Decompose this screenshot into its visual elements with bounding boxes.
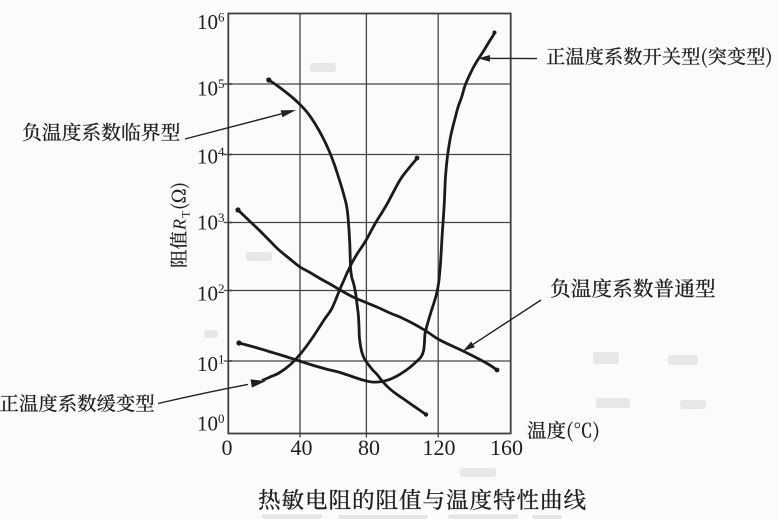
svg-text:80: 80 <box>358 435 380 460</box>
svg-text:102: 102 <box>197 281 225 306</box>
svg-text:105: 105 <box>197 76 225 101</box>
svg-text:0: 0 <box>222 435 233 460</box>
svg-text:100: 100 <box>197 411 225 436</box>
svg-text:101: 101 <box>197 351 225 376</box>
svg-text:R: R <box>170 219 190 231</box>
svg-text:160: 160 <box>490 435 523 460</box>
svg-text:T: T <box>179 210 193 218</box>
svg-text:103: 103 <box>197 210 225 235</box>
svg-text:106: 106 <box>197 9 225 34</box>
svg-text:104: 104 <box>197 144 225 169</box>
svg-text:40: 40 <box>291 435 313 460</box>
svg-text:120: 120 <box>423 435 456 460</box>
